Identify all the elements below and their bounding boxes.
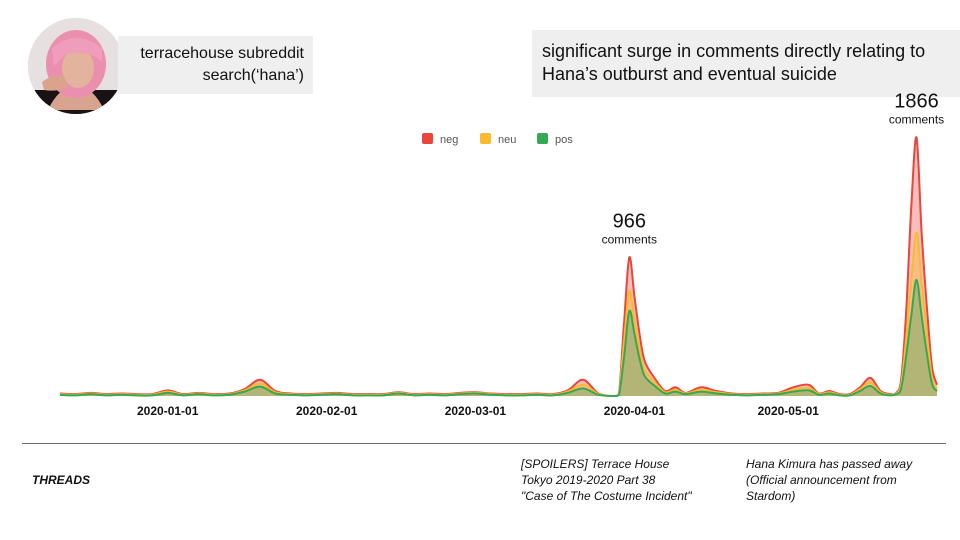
line-neg	[59, 136, 938, 398]
note-line-2: Hana’s outburst and eventual suicide	[542, 64, 837, 84]
thread-item-costume-incident: [SPOILERS] Terrace House Tokyo 2019-2020…	[521, 456, 692, 504]
area-neg	[60, 137, 937, 396]
annotation-unit: comments	[602, 232, 657, 246]
thread-line: Stardom)	[746, 489, 796, 503]
search-query: search(‘hana’)	[202, 67, 304, 84]
stacked-areas	[59, 136, 938, 398]
thread-item-announcement: Hana Kimura has passed away (Official an…	[746, 456, 912, 504]
x-tick-label: 2020-01-01	[137, 404, 199, 418]
legend-swatch-neu	[480, 133, 491, 144]
profile-photo	[28, 18, 124, 114]
legend-swatch-pos	[537, 133, 548, 144]
annotation-unit: comments	[889, 113, 944, 127]
annotation-value: 966	[613, 210, 646, 232]
thread-line: [SPOILERS] Terrace House	[521, 457, 670, 471]
x-tick-label: 2020-04-01	[604, 404, 666, 418]
x-tick-label: 2020-05-01	[758, 404, 820, 418]
x-axis-ticks: 2020-01-01 2020-02-01 2020-03-01 2020-04-01…	[137, 404, 819, 418]
hana-kimura-portrait	[28, 18, 124, 114]
line-pos	[59, 278, 938, 397]
legend-label-neg: neg	[440, 134, 458, 146]
area-pos	[60, 279, 937, 396]
x-tick-label: 2020-02-01	[296, 404, 358, 418]
thread-line: Tokyo 2019-2020 Part 38	[521, 473, 656, 487]
subreddit-name: terracehouse subreddit	[140, 45, 304, 62]
threads-label: THREADS	[32, 473, 91, 487]
insight-note: significant surge in comments directly r…	[532, 30, 960, 97]
divider-line	[22, 443, 946, 444]
legend-label-neu: neu	[498, 134, 516, 146]
thread-line: Hana Kimura has passed away	[746, 457, 913, 471]
note-line-1: significant surge in comments directly r…	[542, 41, 926, 61]
search-info-box: terracehouse subreddit search(‘hana’)	[118, 36, 313, 94]
thread-line: (Official announcement from	[746, 473, 897, 487]
x-tick-label: 2020-03-01	[445, 404, 507, 418]
legend-swatch-neg	[422, 133, 433, 144]
chart-legend: neg neu pos	[422, 133, 573, 146]
thread-line: "Case of The Costume Incident"	[521, 489, 692, 503]
annotation-value: 1866	[894, 91, 939, 113]
line-neu	[59, 231, 938, 397]
area-neu	[60, 232, 937, 396]
legend-label-pos: pos	[555, 134, 573, 146]
